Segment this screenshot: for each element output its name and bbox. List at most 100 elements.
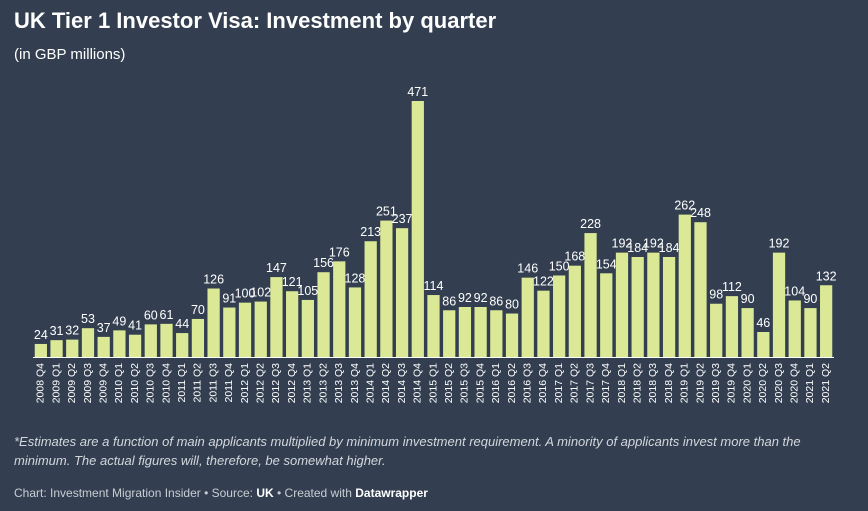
data-label: 168 [564, 250, 585, 264]
bar-2017-q2 [568, 265, 581, 357]
x-tick-label: 2012 Q3 [270, 363, 282, 403]
bar-2011-q3 [207, 288, 220, 357]
data-label: 41 [128, 319, 142, 333]
x-tick-label: 2016 Q3 [522, 363, 534, 403]
bar-2020-q1 [741, 308, 754, 357]
footer-tool-link[interactable]: Datawrapper [355, 486, 428, 500]
bar-2014-q1 [364, 241, 377, 357]
bar-2020-q2 [757, 332, 770, 357]
chart-footer: Chart: Investment Migration Insider • So… [14, 486, 428, 500]
x-tick-label: 2010 Q1 [113, 363, 125, 403]
data-label: 122 [533, 275, 554, 289]
x-tick-label: 2011 Q2 [192, 363, 204, 403]
x-tick-label: 2021 Q2 [820, 363, 832, 403]
data-label: 262 [674, 199, 695, 213]
chart-footnote: *Estimates are a function of main applic… [14, 434, 801, 468]
x-tick-label: 2015 Q2 [443, 363, 455, 403]
data-label: 192 [612, 237, 633, 251]
data-label: 192 [643, 237, 664, 251]
bar-2018-q2 [631, 256, 644, 357]
bar-2011-q2 [191, 318, 205, 357]
x-tick-label: 2009 Q1 [50, 363, 62, 403]
bar-2013-q4 [348, 287, 362, 357]
x-tick-label: 2016 Q4 [537, 363, 549, 403]
bar-2017-q3 [584, 233, 597, 357]
x-tick-label: 2017 Q3 [584, 363, 596, 403]
x-tick-label: 2015 Q3 [459, 363, 471, 403]
data-label: 24 [34, 328, 48, 342]
data-label: 128 [345, 271, 366, 285]
bar-2010-q1 [113, 330, 126, 357]
bar-2020-q3 [772, 252, 786, 357]
data-label: 213 [360, 225, 381, 239]
data-label: 176 [329, 245, 350, 259]
data-label: 251 [376, 205, 397, 219]
bar-2012-q4 [286, 291, 299, 357]
x-tick-label: 2008 Q4 [35, 363, 47, 403]
x-tick-label: 2013 Q4 [349, 363, 361, 403]
bar-2016-q1 [490, 310, 503, 357]
bar-2012-q3 [270, 277, 283, 357]
bar-2017-q4 [600, 273, 613, 357]
data-label: 60 [144, 308, 158, 322]
bar-2013-q1 [301, 299, 314, 357]
x-tick-label: 2014 Q3 [396, 363, 408, 403]
bar-2011-q4 [223, 307, 236, 357]
data-label: 86 [442, 294, 456, 308]
bar-2018-q3 [647, 252, 660, 357]
data-label: 98 [709, 288, 723, 302]
data-label: 53 [81, 312, 95, 326]
data-label: 112 [722, 280, 742, 294]
bar-2009-q2 [66, 339, 79, 357]
x-tick-label: 2020 Q2 [757, 363, 769, 403]
bar-2013-q3 [333, 261, 346, 357]
x-tick-label: 2013 Q1 [302, 363, 314, 403]
x-tick-label: 2012 Q4 [286, 363, 298, 403]
bar-2021-q2 [820, 285, 833, 357]
data-label: 80 [505, 298, 519, 312]
bar-2015-q3 [458, 307, 472, 357]
x-tick-label: 2012 Q2 [255, 363, 267, 403]
x-tick-label: 2010 Q3 [145, 363, 157, 403]
x-tick-label: 2011 Q3 [207, 363, 219, 403]
data-label: 114 [424, 279, 444, 293]
x-tick-label: 2020 Q1 [741, 363, 753, 403]
data-label: 126 [203, 273, 224, 287]
data-label: 86 [489, 294, 503, 308]
data-label: 156 [313, 256, 334, 270]
data-label: 237 [392, 212, 413, 226]
data-label: 105 [297, 284, 318, 298]
data-label: 248 [690, 206, 711, 220]
x-tick-label: 2011 Q1 [176, 363, 188, 403]
x-tick-label: 2018 Q1 [616, 363, 628, 403]
x-tick-label: 2017 Q4 [600, 363, 612, 403]
data-label: 32 [65, 324, 79, 338]
data-label: 132 [816, 269, 837, 283]
bar-2016-q4 [537, 290, 550, 357]
data-label: 49 [112, 314, 126, 328]
x-tick-label: 2011 Q4 [223, 363, 235, 403]
bar-2019-q2 [694, 222, 707, 357]
x-tick-label: 2016 Q1 [490, 363, 502, 403]
x-tick-label: 2020 Q3 [773, 363, 785, 403]
footer-credit: Chart: Investment Migration Insider • So… [14, 486, 257, 500]
x-tick-label: 2019 Q2 [694, 363, 706, 403]
data-label: 471 [407, 85, 428, 99]
x-tick-label: 2015 Q4 [474, 363, 486, 403]
x-tick-label: 2013 Q3 [333, 363, 345, 403]
x-tick-label: 2021 Q1 [804, 363, 816, 403]
footer-source-link[interactable]: UK [256, 486, 274, 500]
bar-2012-q2 [254, 301, 267, 357]
bar-2014-q3 [395, 228, 409, 357]
bar-2019-q1 [678, 214, 691, 357]
bar-2018-q4 [662, 256, 676, 357]
bar-2015-q4 [474, 307, 487, 357]
bar-2012-q1 [238, 302, 252, 357]
x-tick-label: 2010 Q2 [129, 363, 141, 403]
data-label: 146 [517, 262, 538, 276]
x-tick-label: 2017 Q2 [569, 363, 581, 403]
x-tick-label: 2014 Q2 [380, 363, 392, 403]
chart-subtitle: (in GBP millions) [14, 46, 126, 63]
bar-2015-q1 [427, 295, 440, 357]
data-label: 121 [282, 275, 303, 289]
